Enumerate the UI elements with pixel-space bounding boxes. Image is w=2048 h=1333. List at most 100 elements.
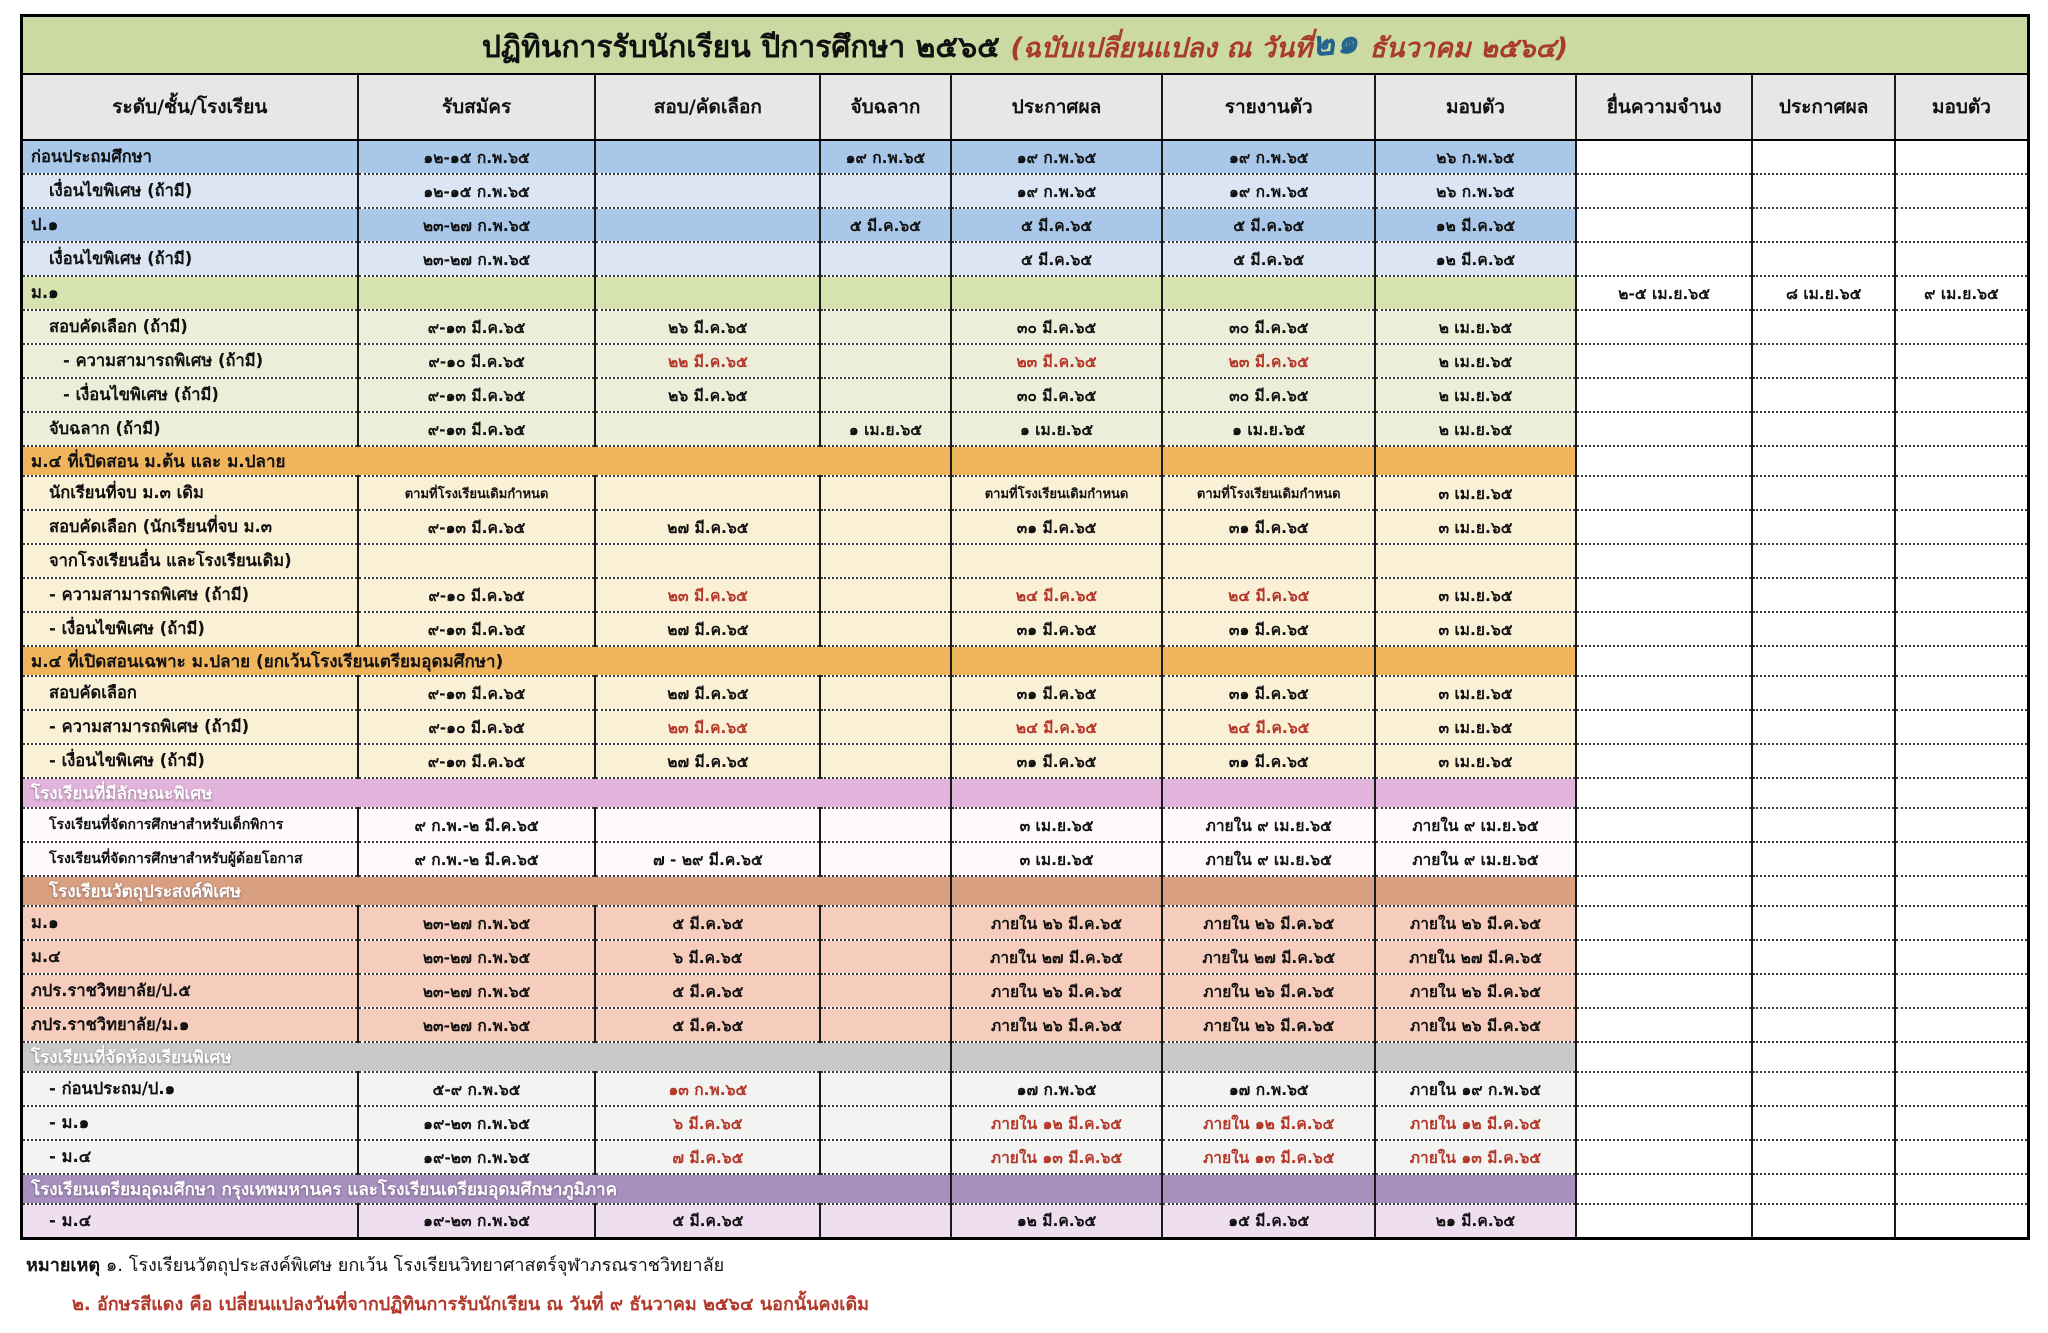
date-cell: ๙-๑๓ มี.ค.๖๕: [356, 412, 596, 447]
empty-cell: [1893, 1174, 2029, 1205]
empty-cell: [819, 578, 951, 613]
date-cell: ๒๔ มี.ค.๖๕: [1161, 578, 1376, 613]
date-cell: ๒ เม.ย.๖๕: [1374, 378, 1576, 413]
date-cell: ๒๔ มี.ค.๖๕: [1161, 710, 1376, 745]
table-row: - ม.๔ ๑๙-๒๓ ก.พ.๖๕๕ มี.ค.๖๕ ๑๒ มี.ค.๖๕ ๑๕ ม…: [21, 1204, 2029, 1239]
table-row: ภปร.ราชวิทยาลัย/ม.๑ ๒๓-๒๗ ก.พ.๖๕๕ มี.ค.๖๕…: [21, 1008, 2029, 1043]
date-cell: ภายใน ๑๓ มี.ค.๖๕: [1374, 1140, 1576, 1175]
table-row: - ความสามารถพิเศษ (ถ้ามี) ๙-๑๐ มี.ค.๖๕ ๒๓ …: [21, 578, 2029, 613]
date-cell: ๑๙ ก.พ.๖๕: [949, 140, 1163, 175]
date-cell: ภายใน ๒๖ มี.ค.๖๕: [949, 906, 1163, 941]
empty-cell: [1751, 876, 1895, 907]
date-cell: ๒๗ มี.ค.๖๕: [594, 612, 821, 647]
page-title: ปฏิทินการรับนักเรียน ปีการศึกษา ๒๕๖๕: [481, 30, 1011, 65]
date-cell: ภายใน ๒๗ มี.ค.๖๕: [1374, 940, 1576, 975]
empty-cell: [819, 276, 951, 311]
date-cell: ๙-๑๓ มี.ค.๖๕: [356, 310, 596, 345]
empty-cell: [1751, 710, 1895, 745]
row-label: ภปร.ราชวิทยาลัย/ม.๑: [21, 1008, 358, 1043]
empty-cell: [819, 510, 951, 545]
empty-cell: [1574, 808, 1753, 843]
empty-cell: [1374, 276, 1576, 311]
empty-cell: [1574, 646, 1753, 677]
empty-cell: [1574, 1072, 1753, 1107]
row-label: ม.๑: [21, 906, 358, 941]
section-label: ม.๔ ที่เปิดสอนเฉพาะ ม.ปลาย (ยกเว้นโรงเรี…: [21, 646, 951, 677]
date-cell: ๑ เม.ย.๖๕: [949, 412, 1163, 447]
date-cell: ๒๓-๒๗ ก.พ.๖๕: [356, 940, 596, 975]
empty-cell: [1893, 612, 2029, 647]
date-cell: ๑๙ ก.พ.๖๕: [1161, 174, 1376, 209]
empty-cell: [819, 378, 951, 413]
row-label: โรงเรียนที่จัดการศึกษาสำหรับเด็กพิการ: [21, 808, 358, 843]
empty-cell: [949, 1042, 1163, 1073]
column-header-4: ประกาศผล: [949, 74, 1163, 141]
empty-cell: [594, 208, 821, 243]
date-cell: ๕ มี.ค.๖๕: [1161, 242, 1376, 277]
row-label: ภปร.ราชวิทยาลัย/ป.๕: [21, 974, 358, 1009]
empty-cell: [1161, 544, 1376, 579]
date-cell: ๑๗ ก.พ.๖๕: [1161, 1072, 1376, 1107]
date-cell: ๒๑ มี.ค.๖๕: [1374, 1204, 1576, 1239]
date-cell: ภายใน ๑๓ มี.ค.๖๕: [1161, 1140, 1376, 1175]
date-cell: ตามที่โรงเรียนเดิมกำหนด: [949, 476, 1163, 511]
column-header-6: มอบตัว: [1374, 74, 1576, 141]
date-cell: ภายใน ๑๒ มี.ค.๖๕: [1161, 1106, 1376, 1141]
empty-cell: [1161, 876, 1376, 907]
empty-cell: [1893, 476, 2029, 511]
empty-cell: [1751, 1106, 1895, 1141]
date-cell: ภายใน ๙ เม.ย.๖๕: [1161, 842, 1376, 877]
empty-cell: [1751, 578, 1895, 613]
title-change-note-suffix: ธันวาคม ๒๕๖๔): [1360, 33, 1569, 64]
date-cell: ๓๑ มี.ค.๖๕: [949, 676, 1163, 711]
empty-cell: [1751, 310, 1895, 345]
date-cell: ๓๑ มี.ค.๖๕: [949, 510, 1163, 545]
row-label: ม.๔: [21, 940, 358, 975]
date-cell: ๑๙ ก.พ.๖๕: [949, 174, 1163, 209]
row-label: จากโรงเรียนอื่น และโรงเรียนเดิม): [21, 544, 358, 579]
date-cell: ๑๕ มี.ค.๖๕: [1161, 1204, 1376, 1239]
date-cell: ๓๑ มี.ค.๖๕: [1161, 676, 1376, 711]
empty-cell: [1574, 412, 1753, 447]
handwritten-date: ๒๑: [1310, 20, 1362, 66]
section-row: โรงเรียนวัตถุประสงค์พิเศษ: [21, 876, 2029, 907]
empty-cell: [1893, 1008, 2029, 1043]
empty-cell: [1574, 1008, 1753, 1043]
column-header-0: ระดับ/ชั้น/โรงเรียน: [21, 74, 358, 141]
date-cell: ๒๔ มี.ค.๖๕: [949, 578, 1163, 613]
empty-cell: [1751, 476, 1895, 511]
date-cell: ๒ เม.ย.๖๕: [1374, 412, 1576, 447]
date-cell: ๒ เม.ย.๖๕: [1374, 310, 1576, 345]
row-label: - ความสามารถพิเศษ (ถ้ามี): [21, 710, 358, 745]
row-label: - ความสามารถพิเศษ (ถ้ามี): [21, 344, 358, 379]
date-cell: ๒๓ มี.ค.๖๕: [594, 710, 821, 745]
empty-cell: [1574, 974, 1753, 1009]
date-cell: ภายใน ๒๗ มี.ค.๖๕: [949, 940, 1163, 975]
empty-cell: [1893, 808, 2029, 843]
empty-cell: [1574, 578, 1753, 613]
empty-cell: [1751, 1174, 1895, 1205]
empty-cell: [1751, 676, 1895, 711]
date-cell: ๙-๑๓ มี.ค.๖๕: [356, 510, 596, 545]
empty-cell: [1893, 242, 2029, 277]
title-row: ปฏิทินการรับนักเรียน ปีการศึกษา ๒๕๖๕ (ฉบ…: [21, 15, 2029, 75]
row-label: เงื่อนไขพิเศษ (ถ้ามี): [21, 174, 358, 209]
table-row: เงื่อนไขพิเศษ (ถ้ามี) ๒๓-๒๗ ก.พ.๖๕ ๕ มี.ค.…: [21, 242, 2029, 277]
row-label: - เงื่อนไขพิเศษ (ถ้ามี): [21, 612, 358, 647]
empty-cell: [949, 876, 1163, 907]
date-cell: ๕ มี.ค.๖๕: [594, 974, 821, 1009]
empty-cell: [1574, 744, 1753, 779]
empty-cell: [1161, 646, 1376, 677]
empty-cell: [1893, 174, 2029, 209]
date-cell: ๒ เม.ย.๖๕: [1374, 344, 1576, 379]
date-cell: ๑๒ มี.ค.๖๕: [1374, 242, 1576, 277]
empty-cell: [1893, 1072, 2029, 1107]
empty-cell: [1893, 906, 2029, 941]
date-cell: ๗ - ๒๙ มี.ค.๖๕: [594, 842, 821, 877]
empty-cell: [1751, 412, 1895, 447]
empty-cell: [1574, 612, 1753, 647]
empty-cell: [356, 276, 596, 311]
row-label: - เงื่อนไขพิเศษ (ถ้ามี): [21, 378, 358, 413]
empty-cell: [594, 808, 821, 843]
